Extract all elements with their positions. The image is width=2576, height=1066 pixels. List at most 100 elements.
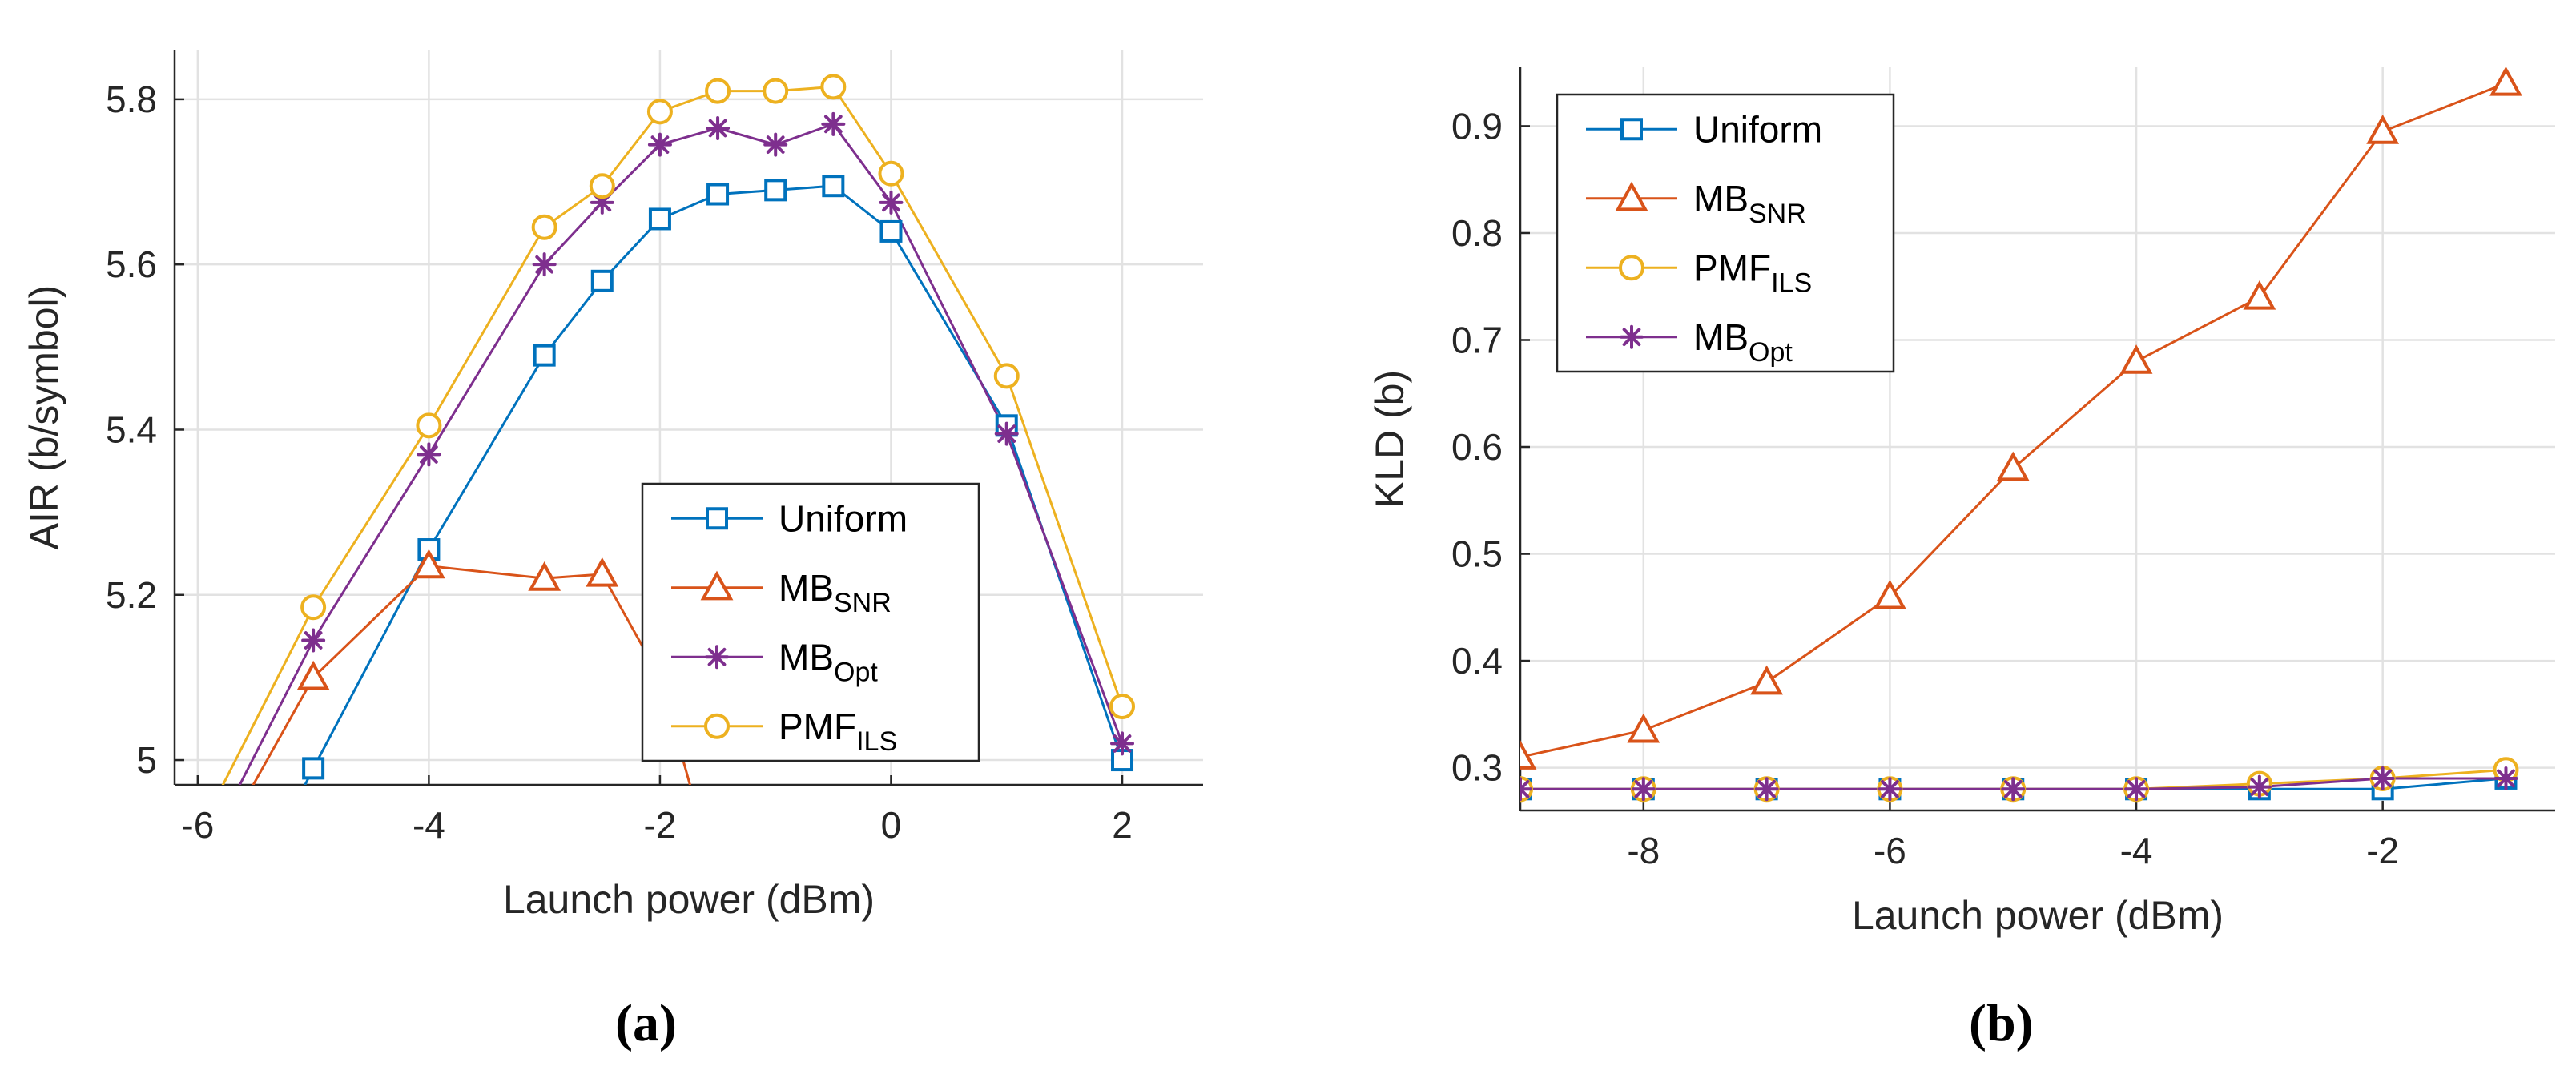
x-tick-label: -8 bbox=[1627, 830, 1660, 871]
x-tick-label: -4 bbox=[2120, 830, 2153, 871]
data-point bbox=[706, 115, 731, 140]
marker-stroke bbox=[650, 135, 670, 154]
data-point bbox=[1996, 451, 2030, 481]
data-point bbox=[2366, 114, 2400, 144]
legend-marker bbox=[1615, 181, 1648, 211]
data-point bbox=[533, 344, 556, 367]
data-point bbox=[821, 111, 846, 136]
marker-stroke bbox=[823, 115, 843, 134]
marker-stroke bbox=[304, 631, 323, 650]
data-point bbox=[416, 412, 442, 439]
data-point bbox=[1627, 713, 1660, 743]
data-point bbox=[2243, 280, 2276, 310]
x-tick-label: -2 bbox=[2366, 830, 2399, 871]
y-tick-label: 0.5 bbox=[1451, 533, 1503, 575]
data-point bbox=[528, 561, 561, 591]
marker-stroke bbox=[1113, 734, 1132, 753]
data-point bbox=[2001, 777, 2026, 802]
data-point bbox=[820, 74, 847, 100]
panel-b-chart: -8 -6 -4 -2 0.3 0.4 0.5 0.6 0.7 0.8 0.9 Launch powe… bbox=[1367, 67, 2555, 938]
x-tick-label: 2 bbox=[1112, 804, 1133, 846]
data-point bbox=[302, 757, 325, 780]
marker-stroke bbox=[766, 135, 785, 154]
y-tick-label: 5.6 bbox=[106, 243, 157, 285]
marker-stroke bbox=[707, 647, 727, 666]
data-point bbox=[994, 421, 1019, 446]
y-tick-label: 0.7 bbox=[1451, 319, 1503, 360]
marker-stroke bbox=[190, 860, 205, 875]
data-point bbox=[1110, 731, 1135, 756]
series-group bbox=[1520, 67, 2522, 803]
legend-marker bbox=[700, 570, 734, 601]
data-point bbox=[1520, 777, 1532, 802]
marker-stroke bbox=[708, 119, 727, 138]
y-tick-label: 0.9 bbox=[1451, 105, 1503, 147]
marker-stroke bbox=[1520, 779, 1530, 792]
x-tick-label: -4 bbox=[413, 804, 445, 846]
marker-stroke bbox=[997, 424, 1016, 443]
data-point bbox=[763, 132, 788, 157]
data-point bbox=[705, 78, 731, 104]
data-point bbox=[879, 190, 904, 215]
data-point bbox=[586, 557, 619, 587]
legend-label: MBOpt bbox=[779, 636, 878, 687]
data-point bbox=[706, 183, 730, 206]
legend-marker bbox=[704, 713, 730, 739]
data-point bbox=[1631, 777, 1656, 802]
legend-marker bbox=[706, 507, 728, 530]
marker-stroke bbox=[882, 193, 900, 212]
legend-label: Uniform bbox=[779, 497, 908, 539]
legend-label: Uniform bbox=[1693, 108, 1822, 150]
y-tick-label: 0.4 bbox=[1451, 640, 1503, 682]
data-point bbox=[187, 857, 208, 878]
legend-marker bbox=[1620, 324, 1644, 349]
data-point bbox=[647, 132, 672, 157]
data-point bbox=[993, 363, 1020, 389]
y-tick-label: 5.4 bbox=[106, 408, 157, 450]
data-point bbox=[589, 173, 615, 199]
data-point bbox=[188, 990, 207, 1009]
data-point bbox=[763, 78, 789, 104]
data-point bbox=[822, 175, 845, 198]
y-axis-label: KLD (b) bbox=[1367, 370, 1412, 508]
x-axis-label: Launch power (dBm) bbox=[1852, 893, 2224, 938]
x-axis-label: Launch power (dBm) bbox=[503, 877, 875, 922]
data-point bbox=[184, 871, 211, 895]
legend-marker bbox=[705, 645, 729, 670]
data-point bbox=[417, 442, 441, 467]
marker-stroke bbox=[1520, 786, 1530, 798]
y-axis-label: AIR (b/symbol) bbox=[22, 285, 66, 550]
data-point bbox=[412, 549, 445, 579]
legend-label: PMFILS bbox=[779, 706, 897, 757]
data-point bbox=[764, 179, 787, 202]
y-tick-label: 0.6 bbox=[1451, 426, 1503, 468]
series-line bbox=[221, 85, 1124, 785]
legend-label: MBSNR bbox=[779, 567, 892, 618]
x-tick-label: -2 bbox=[643, 804, 676, 846]
grid bbox=[1520, 67, 2555, 811]
data-point bbox=[879, 219, 903, 243]
data-point bbox=[1520, 740, 1537, 770]
x-tick-label: -6 bbox=[181, 804, 214, 846]
data-point bbox=[531, 214, 557, 240]
data-point bbox=[1750, 665, 1784, 695]
data-point bbox=[301, 628, 326, 653]
data-point bbox=[590, 269, 614, 292]
x-tick-label: -6 bbox=[1874, 830, 1906, 871]
legend: Uniform MBSNR MBOpt PMFILS bbox=[641, 482, 980, 762]
legend-marker bbox=[1620, 118, 1643, 141]
legend-label: MBSNR bbox=[1693, 178, 1806, 229]
marker-stroke bbox=[1757, 779, 1776, 798]
legend-label: PMFILS bbox=[1693, 247, 1812, 298]
panel-b-caption: (b) bbox=[1969, 994, 2034, 1052]
marker-stroke bbox=[2250, 778, 2269, 796]
data-point bbox=[1878, 777, 1902, 802]
marker-stroke bbox=[1622, 328, 1641, 347]
series-group bbox=[184, 74, 1136, 1009]
data-point bbox=[2489, 67, 2522, 96]
marker-stroke bbox=[1634, 779, 1653, 798]
data-point bbox=[1754, 777, 1779, 802]
marker-stroke bbox=[2497, 769, 2515, 788]
marker-stroke bbox=[2127, 779, 2146, 798]
y-tick-label: 5 bbox=[136, 739, 157, 781]
